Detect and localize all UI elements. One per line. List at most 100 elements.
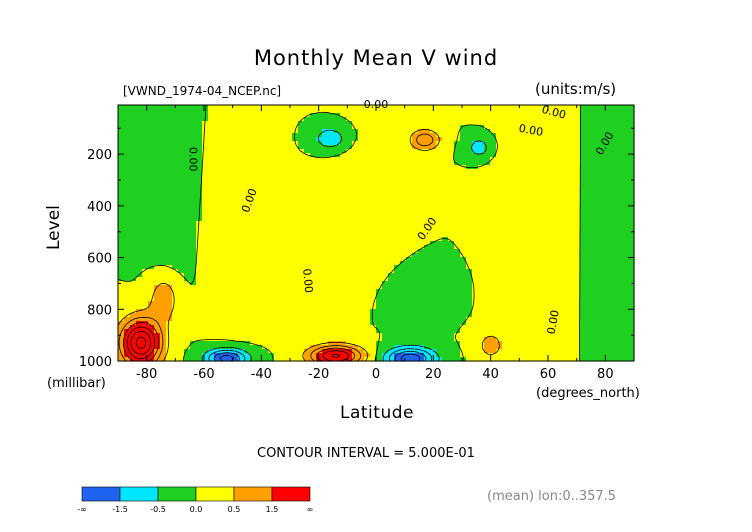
field-cell <box>448 133 455 138</box>
field-cell <box>160 221 167 226</box>
field-cell <box>502 109 509 114</box>
field-cell <box>502 265 509 270</box>
field-cell <box>388 201 395 206</box>
field-cell <box>412 149 419 154</box>
field-cell <box>508 273 515 278</box>
field-cell <box>562 309 569 314</box>
field-cell <box>586 269 593 274</box>
field-cell <box>466 121 473 126</box>
field-cell <box>280 273 287 278</box>
field-cell <box>568 185 575 190</box>
field-cell <box>418 233 425 238</box>
field-cell <box>604 249 611 254</box>
field-cell <box>160 325 167 330</box>
field-cell <box>214 249 221 254</box>
field-cell <box>562 189 569 194</box>
field-cell <box>256 237 263 242</box>
field-cell <box>616 305 623 310</box>
field-cell <box>544 281 551 286</box>
field-cell <box>124 169 131 174</box>
field-cell <box>442 125 449 130</box>
field-cell <box>316 277 323 282</box>
field-cell <box>190 253 197 258</box>
field-cell <box>424 189 431 194</box>
field-cell <box>214 177 221 182</box>
field-cell <box>544 213 551 218</box>
field-cell <box>556 317 563 322</box>
field-cell <box>238 229 245 234</box>
field-cell <box>172 173 179 178</box>
field-cell <box>292 233 299 238</box>
field-cell <box>574 293 581 298</box>
field-cell <box>340 325 347 330</box>
field-cell <box>148 169 155 174</box>
field-cell <box>418 197 425 202</box>
field-cell <box>196 177 203 182</box>
field-cell <box>598 301 605 306</box>
field-cell <box>460 241 467 246</box>
field-cell <box>532 269 539 274</box>
field-cell <box>166 241 173 246</box>
field-cell <box>556 309 563 314</box>
field-cell <box>208 289 215 294</box>
field-cell <box>508 169 515 174</box>
field-cell <box>418 149 425 154</box>
field-cell <box>616 297 623 302</box>
field-cell <box>208 129 215 134</box>
field-cell <box>418 273 425 278</box>
field-cell <box>322 277 329 282</box>
field-cell <box>160 205 167 210</box>
field-cell <box>190 193 197 198</box>
field-cell <box>346 257 353 262</box>
field-cell <box>484 213 491 218</box>
field-cell <box>364 265 371 270</box>
field-cell <box>250 169 257 174</box>
field-cell <box>334 121 341 126</box>
field-cell <box>316 173 323 178</box>
field-cell <box>214 261 221 266</box>
field-cell <box>514 181 521 186</box>
field-cell <box>148 173 155 178</box>
field-cell <box>154 197 161 202</box>
field-cell <box>292 265 299 270</box>
field-cell <box>610 313 617 318</box>
field-cell <box>124 161 131 166</box>
field-cell <box>274 121 281 126</box>
field-cell <box>382 121 389 126</box>
field-cell <box>184 245 191 250</box>
field-cell <box>268 317 275 322</box>
field-cell <box>484 165 491 170</box>
field-cell <box>526 105 533 110</box>
field-cell <box>574 221 581 226</box>
field-cell <box>274 173 281 178</box>
field-cell <box>280 221 287 226</box>
field-cell <box>262 161 269 166</box>
field-cell <box>442 129 449 134</box>
field-cell <box>166 185 173 190</box>
field-cell <box>550 137 557 142</box>
field-cell <box>184 241 191 246</box>
field-cell <box>220 177 227 182</box>
field-cell <box>166 329 173 334</box>
field-cell <box>466 265 473 270</box>
field-cell <box>442 169 449 174</box>
field-cell <box>286 221 293 226</box>
field-cell <box>232 249 239 254</box>
field-cell <box>598 237 605 242</box>
field-cell <box>256 325 263 330</box>
field-cell <box>388 161 395 166</box>
field-cell <box>118 269 125 274</box>
field-cell <box>406 317 413 322</box>
field-cell <box>478 293 485 298</box>
field-cell <box>622 265 629 270</box>
field-cell <box>448 273 455 278</box>
field-cell <box>580 245 587 250</box>
field-cell <box>460 137 467 142</box>
field-cell <box>508 289 515 294</box>
field-cell <box>454 253 461 258</box>
field-cell <box>382 313 389 318</box>
field-cell <box>604 269 611 274</box>
field-cell <box>280 293 287 298</box>
field-cell <box>232 149 239 154</box>
field-cell <box>592 189 599 194</box>
